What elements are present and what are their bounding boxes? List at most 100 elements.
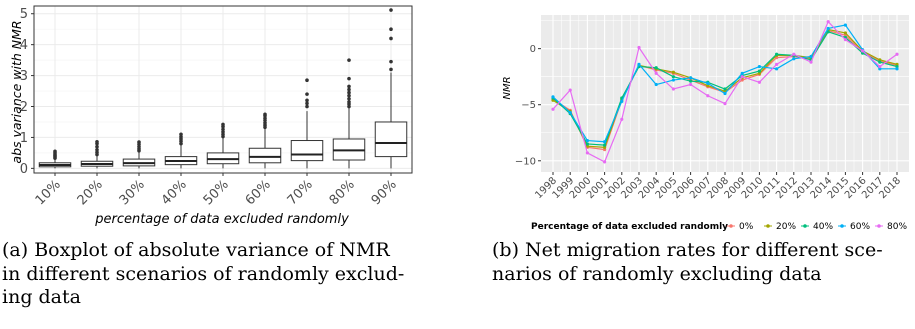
box-outlier — [221, 127, 225, 132]
series-point — [568, 110, 572, 115]
series-point — [740, 78, 744, 82]
box-outlier — [53, 149, 57, 154]
series-point — [689, 76, 693, 80]
box-outlier — [221, 122, 225, 127]
series-point — [706, 84, 710, 88]
boxplot-x-tick-label: 90% — [369, 177, 400, 208]
boxplot-x-tick-label: 40% — [159, 177, 190, 208]
box-60% — [248, 112, 282, 169]
boxplot-x-tick-label: 30% — [117, 177, 148, 208]
series-point — [843, 38, 848, 42]
series-point — [895, 67, 899, 71]
series-point — [878, 67, 882, 71]
box-outlier — [179, 141, 183, 146]
series-point — [603, 160, 607, 164]
boxplot-x-axis-label: percentage of data excluded randomly — [94, 212, 349, 227]
series-point — [551, 107, 555, 111]
line-y-tick-label: −5 — [521, 100, 536, 111]
boxplot-chart: 0 1 2 3 4 5 10% 20% 30% 40% 50% 60% 70% 80% 90% abs v… — [9, 5, 413, 227]
box-outlier — [95, 139, 99, 144]
box-outlier — [347, 104, 351, 109]
boxplot-x-tick-label: 10% — [33, 177, 64, 208]
series-point — [654, 71, 658, 75]
series-point — [775, 62, 779, 66]
series-point — [895, 52, 899, 56]
series-point — [603, 147, 607, 152]
legend-label: 0% — [739, 222, 754, 232]
boxplot-y-tick-label: 1 — [20, 131, 28, 146]
box-outlier — [95, 148, 99, 152]
boxplot-y-axis-label: abs variance with NMR — [9, 20, 24, 163]
series-point — [792, 57, 796, 61]
caption-b: (b) Net migration rates for different sc… — [492, 239, 914, 286]
series-point — [637, 62, 641, 66]
caption-a-line-1: (a) Boxplot of absolute variance of NMR — [2, 239, 390, 261]
series-point — [654, 66, 658, 70]
series-60% — [551, 23, 899, 144]
series-point — [706, 81, 710, 86]
series-point — [671, 87, 676, 91]
caption-b-line-1: (b) Net migration rates for different sc… — [492, 239, 883, 261]
series-point — [654, 82, 658, 87]
box-80% — [332, 58, 366, 169]
legend-label: 60% — [850, 222, 870, 232]
line-y-tick-label: 0 — [530, 44, 536, 55]
series-point — [757, 71, 762, 75]
box-outlier — [263, 121, 267, 125]
series-point — [603, 145, 607, 149]
series-point — [792, 52, 796, 56]
box-outlier — [179, 132, 183, 137]
box-outlier — [347, 84, 351, 89]
series-point — [757, 80, 762, 84]
box-10% — [38, 149, 72, 169]
boxplot-x-tick-label: 70% — [285, 177, 316, 208]
series-point — [706, 94, 710, 98]
box-outlier — [305, 104, 309, 109]
caption-a: (a) Boxplot of absolute variance of NMR … — [2, 239, 462, 310]
series-point — [826, 26, 830, 31]
box-outlier — [389, 27, 393, 31]
series-point — [826, 30, 830, 34]
series-point — [671, 75, 676, 79]
line-chart: 0−5−10 199819992000200120022003200420052… — [502, 15, 909, 232]
boxplot-y-tick-label: 4 — [20, 38, 28, 53]
legend-title: Percentage of data excluded randomly — [531, 222, 728, 232]
box-outlier — [347, 90, 351, 95]
box-20% — [80, 139, 114, 169]
box-50% — [206, 122, 240, 169]
box-outlier — [137, 144, 141, 149]
box-outlier — [389, 8, 393, 12]
caption-a-line-2: in different scenarios of randomly exclu… — [2, 262, 405, 285]
series-point — [585, 139, 590, 143]
series-point — [568, 88, 572, 92]
boxplot-x-tick-label: 20% — [75, 177, 106, 208]
series-point — [878, 58, 882, 62]
box-outlier — [221, 132, 225, 137]
box-outlier — [305, 98, 309, 103]
boxplot-x-tick-label: 80% — [327, 177, 358, 208]
series-point — [740, 71, 744, 75]
caption-a-line-3: ing data — [2, 286, 81, 308]
box-body — [290, 140, 324, 162]
series-point — [723, 87, 727, 91]
line-legend: Percentage of data excluded randomly 0% 2… — [531, 222, 907, 232]
box-70% — [290, 78, 324, 169]
series-point — [620, 117, 624, 121]
series-point — [826, 20, 830, 24]
series-point — [671, 78, 676, 82]
box-outlier — [305, 101, 309, 106]
box-outlier — [347, 58, 351, 62]
series-point — [637, 45, 641, 50]
series-point — [585, 151, 590, 155]
box-outlier — [347, 100, 351, 104]
series-point — [603, 140, 607, 144]
box-outlier — [347, 87, 351, 92]
boxplot-x-tick-label: 60% — [243, 177, 274, 208]
box-outlier — [95, 144, 99, 149]
series-point — [843, 31, 848, 35]
caption-b-line-2: narios of randomly excluding data — [492, 262, 822, 285]
series-point — [689, 82, 693, 87]
series-point — [620, 99, 624, 103]
series-point — [895, 64, 899, 69]
